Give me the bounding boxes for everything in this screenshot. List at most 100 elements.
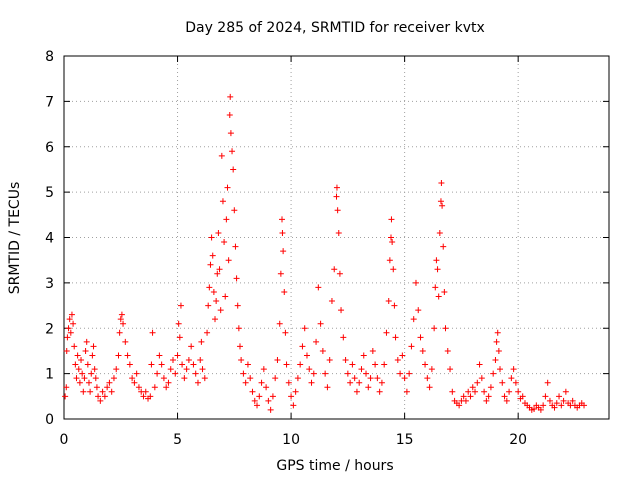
data-point	[65, 325, 72, 332]
data-point	[218, 152, 225, 159]
data-point	[412, 279, 419, 286]
data-point	[227, 130, 234, 137]
data-point	[347, 379, 354, 386]
data-point	[62, 393, 69, 400]
data-point	[216, 266, 223, 273]
x-axis-label: GPS time / hours	[276, 458, 393, 474]
y-tick-label: 8	[45, 49, 54, 65]
data-point	[160, 375, 167, 382]
data-point	[406, 370, 413, 377]
data-point	[310, 370, 317, 377]
data-point	[217, 307, 224, 314]
data-point	[181, 375, 188, 382]
data-point	[333, 184, 340, 191]
data-point	[510, 366, 517, 373]
data-point	[460, 393, 467, 400]
data-point	[75, 366, 82, 373]
data-point	[503, 397, 510, 404]
data-point	[251, 397, 258, 404]
data-point	[163, 384, 170, 391]
data-point	[419, 347, 426, 354]
data-point	[441, 288, 448, 295]
data-point	[546, 397, 553, 404]
data-point	[497, 366, 503, 373]
data-point	[233, 275, 240, 282]
data-point	[315, 284, 322, 291]
data-point	[376, 388, 383, 395]
x-tick-label: 5	[173, 432, 182, 448]
data-point	[158, 361, 165, 368]
data-point	[149, 329, 156, 336]
data-point	[508, 375, 515, 382]
data-point	[230, 166, 237, 173]
x-tick-label: 20	[509, 432, 527, 448]
data-point	[378, 379, 385, 386]
data-point	[338, 307, 345, 314]
data-point	[279, 216, 285, 223]
data-point	[206, 284, 213, 291]
data-point	[263, 384, 270, 391]
data-point	[493, 338, 500, 345]
y-tick-label: 6	[45, 140, 54, 156]
data-point	[185, 357, 192, 364]
data-point	[190, 361, 197, 368]
data-point	[225, 257, 232, 264]
data-point	[209, 252, 216, 259]
data-point	[492, 357, 499, 364]
x-tick-label: 15	[396, 432, 414, 448]
data-point	[85, 379, 92, 386]
data-point	[280, 248, 287, 255]
data-point	[183, 366, 190, 373]
data-point	[417, 334, 424, 341]
data-point	[97, 397, 104, 404]
data-point	[265, 397, 272, 404]
data-point	[483, 397, 490, 404]
data-point	[165, 379, 172, 386]
data-point	[93, 384, 100, 391]
data-point	[363, 370, 370, 377]
data-point	[194, 379, 201, 386]
data-point	[140, 393, 147, 400]
data-point	[276, 320, 283, 327]
data-point	[81, 375, 88, 382]
data-point	[120, 320, 127, 327]
data-point	[432, 284, 439, 291]
data-point	[74, 352, 81, 359]
data-point	[129, 375, 136, 382]
data-point	[88, 370, 95, 377]
data-point	[290, 402, 297, 409]
data-point	[91, 366, 98, 373]
data-point	[356, 379, 363, 386]
y-tick-label: 2	[45, 321, 54, 337]
data-point	[234, 302, 241, 309]
data-point	[66, 316, 73, 323]
data-point	[256, 393, 263, 400]
data-point	[207, 261, 214, 268]
data-point	[277, 270, 284, 277]
data-point	[115, 352, 122, 359]
data-point	[215, 229, 222, 236]
data-point	[72, 361, 79, 368]
y-tick-label: 4	[45, 231, 54, 247]
y-axis-label: SRMTID / TECUs	[7, 182, 23, 295]
data-point	[260, 366, 267, 373]
data-point	[297, 361, 304, 368]
data-point	[116, 329, 123, 336]
data-point	[148, 361, 155, 368]
data-point	[474, 379, 481, 386]
data-point	[408, 343, 415, 350]
data-point	[499, 379, 506, 386]
data-point	[285, 379, 292, 386]
data-point	[431, 325, 438, 332]
data-point	[469, 384, 476, 391]
data-point	[87, 388, 94, 395]
data-point	[197, 357, 204, 364]
data-point	[274, 357, 281, 364]
data-point	[369, 347, 376, 354]
data-point	[242, 379, 249, 386]
axis-ticks: 0 1 2 3 4 5 6 7 8 0 5 10 15 20	[45, 49, 609, 448]
data-point	[531, 406, 538, 413]
data-point	[365, 384, 372, 391]
data-point	[254, 402, 261, 409]
data-point	[201, 375, 208, 382]
